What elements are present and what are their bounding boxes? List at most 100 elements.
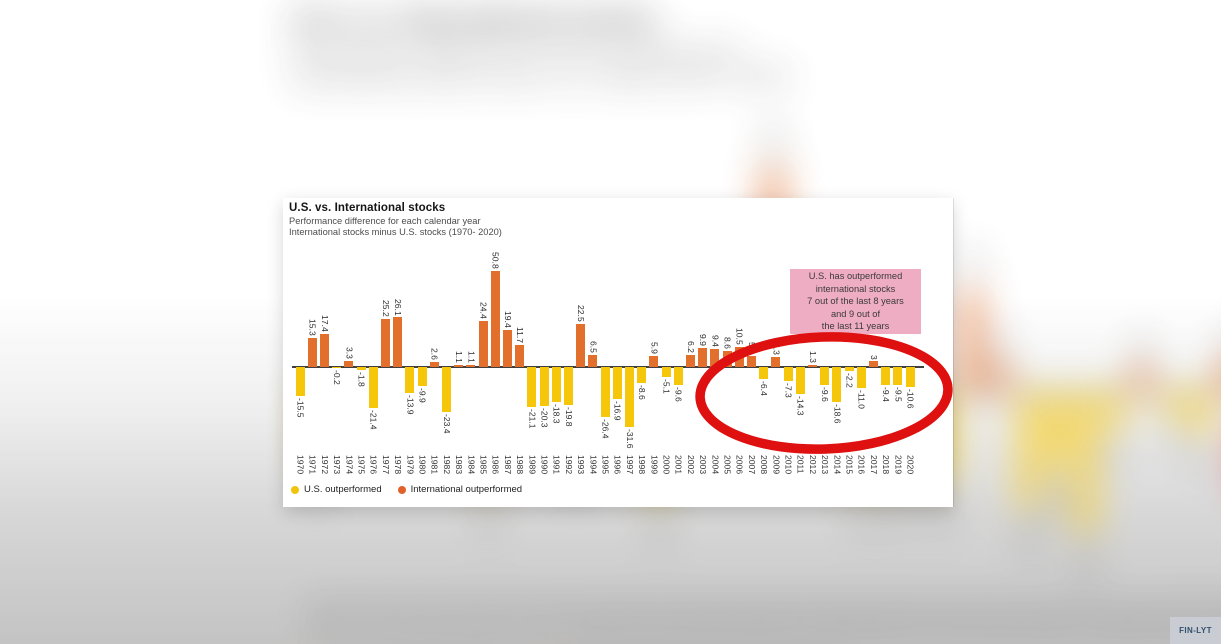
bar-value-label: 50.8 bbox=[490, 251, 501, 269]
year-label: 1998 bbox=[637, 455, 648, 475]
bar-value-label: 6.5 bbox=[588, 340, 599, 353]
year-label: 2018 bbox=[881, 455, 892, 475]
bar bbox=[673, 367, 683, 386]
bar bbox=[332, 367, 342, 368]
international-outperformed-dot-icon bbox=[397, 485, 406, 494]
bar bbox=[515, 344, 525, 367]
year-label: 1988 bbox=[818, 596, 843, 642]
bar bbox=[429, 362, 439, 367]
year-label: 1993 bbox=[576, 455, 587, 475]
bar-value-label: 8.6 bbox=[722, 336, 733, 349]
bar-value-label: 11.7 bbox=[515, 326, 526, 343]
bar-value-label: 6.2 bbox=[685, 341, 696, 354]
bar bbox=[637, 367, 647, 384]
year-label: 1999 bbox=[649, 455, 660, 475]
bar-value-label: -8.6 bbox=[1103, 434, 1127, 469]
chart: U.S. vs. International stocks Performanc… bbox=[283, 198, 953, 507]
year-label: 2015 bbox=[844, 455, 855, 475]
year-label: 1999 bbox=[1131, 596, 1155, 642]
year-label: 2001 bbox=[673, 455, 684, 475]
year-label: 1991 bbox=[551, 455, 562, 475]
bar bbox=[868, 361, 878, 367]
bar-value-label: 1.1 bbox=[454, 350, 465, 363]
bar bbox=[588, 354, 598, 367]
bar bbox=[563, 367, 573, 405]
year-label: 2012 bbox=[807, 455, 818, 475]
year-label: 1983 bbox=[454, 455, 465, 475]
bar-value-label: -9.6 bbox=[673, 387, 684, 402]
bar bbox=[1046, 391, 1068, 467]
bar-value-label: 25.2 bbox=[380, 300, 391, 318]
bar bbox=[960, 292, 982, 392]
year-label: 1981 bbox=[429, 455, 440, 475]
year-label: 2017 bbox=[868, 455, 879, 475]
bar-value-label: -8.6 bbox=[637, 385, 648, 401]
legend: U.S. outperformed International outperfo… bbox=[291, 484, 522, 495]
chart-subtitle-line2: International stocks minus U.S. stocks (… bbox=[291, 65, 789, 89]
bar bbox=[478, 320, 488, 367]
year-label: 2004 bbox=[710, 455, 721, 475]
year-label: 1972 bbox=[363, 596, 388, 642]
year-label: 1992 bbox=[563, 455, 574, 475]
year-label: 2002 bbox=[685, 455, 696, 475]
bar-value-label: -21.4 bbox=[368, 409, 379, 430]
bar-value-label: 6.2 bbox=[1216, 331, 1221, 360]
bar bbox=[441, 367, 451, 412]
bar bbox=[771, 356, 781, 367]
us-outperformed-dot-icon bbox=[291, 485, 299, 494]
year-label: 1982 bbox=[441, 455, 452, 475]
watermark-text: FIN-LYT bbox=[1179, 626, 1212, 635]
bar bbox=[905, 367, 915, 388]
year-label: 1997 bbox=[1074, 596, 1098, 642]
year-label: 1978 bbox=[534, 596, 558, 642]
bar-value-label: -9.5 bbox=[893, 387, 904, 402]
bar-value-label: -20.3 bbox=[539, 407, 550, 428]
x-axis-line bbox=[292, 365, 924, 368]
year-label: 1985 bbox=[478, 455, 489, 475]
year-label: 2014 bbox=[832, 455, 843, 475]
bar bbox=[1074, 391, 1096, 532]
year-label: 1981 bbox=[619, 596, 644, 642]
year-label: 1974 bbox=[420, 596, 445, 642]
bar bbox=[466, 364, 476, 367]
bar-value-label: 10.5 bbox=[734, 328, 745, 346]
bar-value-label: -9.6 bbox=[820, 387, 831, 402]
year-label: 1996 bbox=[1046, 596, 1070, 642]
year-label: 2008 bbox=[759, 455, 770, 475]
chart-title: U.S. vs. International stocks bbox=[289, 202, 446, 214]
bar-value-label: -6.4 bbox=[759, 381, 770, 396]
year-label: 1977 bbox=[506, 596, 530, 642]
bar bbox=[1103, 391, 1125, 430]
bar-value-label: -31.6 bbox=[624, 429, 635, 449]
year-label: 1989 bbox=[847, 596, 871, 642]
bar bbox=[685, 355, 695, 367]
year-label: 2020 bbox=[905, 455, 916, 475]
year-label: 2005 bbox=[722, 455, 733, 475]
bar bbox=[832, 367, 842, 403]
year-label: 2011 bbox=[795, 455, 806, 474]
legend-label-international: International outperformed bbox=[410, 484, 523, 495]
year-label: 1996 bbox=[612, 455, 623, 475]
bar-value-label: -15.5 bbox=[295, 398, 306, 418]
bar bbox=[893, 367, 903, 386]
bar bbox=[1017, 391, 1039, 509]
bar bbox=[746, 356, 756, 367]
bar-value-label: 26.1 bbox=[393, 298, 404, 316]
bar-value-label: 3 bbox=[868, 354, 879, 360]
bar-value-label: 9.9 bbox=[698, 334, 709, 347]
year-label: 1980 bbox=[591, 596, 615, 642]
legend-label-us: U.S. outperformed bbox=[304, 484, 382, 495]
bar bbox=[576, 324, 586, 368]
bar-value-label: 6.5 bbox=[989, 330, 1013, 359]
year-label: 1979 bbox=[562, 596, 587, 642]
bar bbox=[319, 333, 329, 367]
bar bbox=[490, 270, 500, 367]
bar bbox=[502, 330, 512, 367]
bar-value-label: -21.1 bbox=[527, 409, 538, 429]
bar bbox=[405, 367, 415, 394]
bar-value-label: -16.9 bbox=[612, 401, 623, 421]
bar bbox=[856, 367, 866, 388]
year-label: 1984 bbox=[466, 455, 477, 475]
year-label: 1992 bbox=[932, 596, 956, 642]
